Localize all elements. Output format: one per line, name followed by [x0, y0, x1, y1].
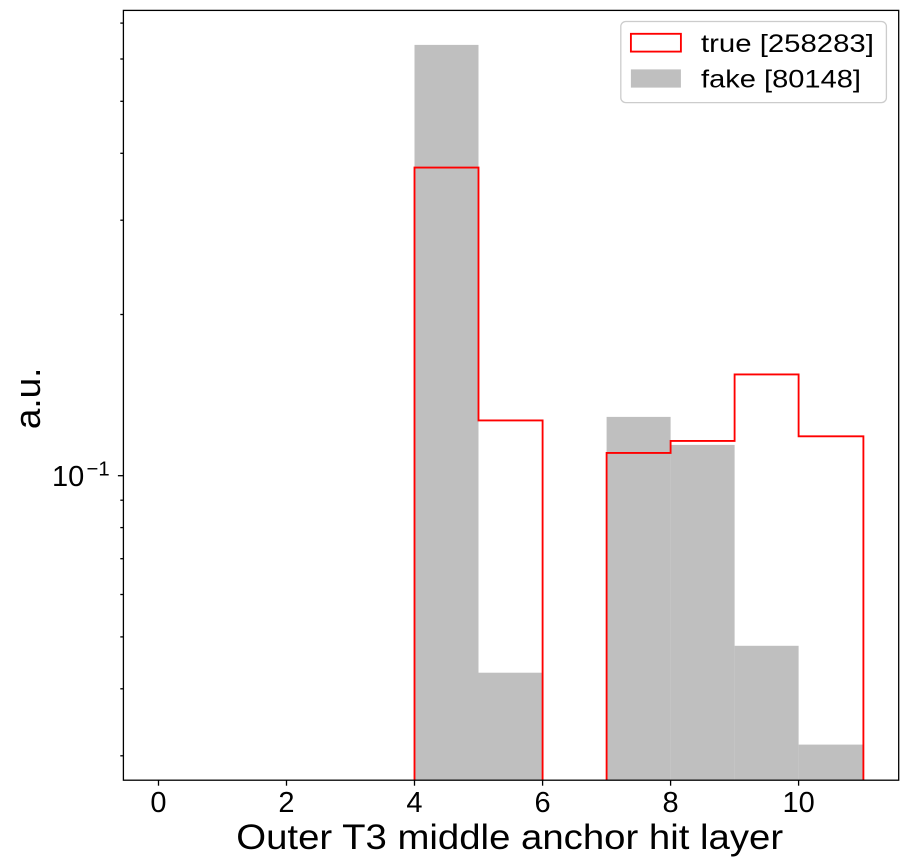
svg-text:fake [80148]: fake [80148] — [701, 66, 861, 94]
svg-text:Outer T3 middle anchor hit lay: Outer T3 middle anchor hit layer — [236, 818, 783, 857]
svg-text:10: 10 — [782, 787, 814, 819]
svg-text:4: 4 — [406, 787, 422, 819]
svg-text:8: 8 — [663, 787, 679, 819]
svg-text:10: 10 — [52, 461, 84, 493]
svg-text:a.u.: a.u. — [7, 368, 48, 430]
svg-text:2: 2 — [278, 787, 294, 819]
svg-text:6: 6 — [535, 787, 551, 819]
svg-text:true [258283]: true [258283] — [701, 30, 874, 58]
svg-text:−1: −1 — [87, 458, 110, 480]
svg-text:0: 0 — [150, 787, 166, 819]
